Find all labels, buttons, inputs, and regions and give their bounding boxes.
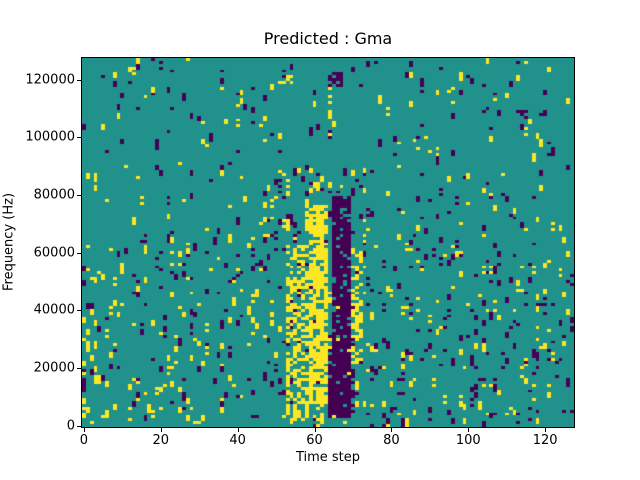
tick-mark — [160, 428, 162, 432]
tick-mark — [77, 367, 81, 369]
x-tick-label: 20 — [152, 433, 170, 448]
x-tick-label: 100 — [455, 433, 481, 448]
y-tick-label: 60000 — [33, 245, 75, 261]
y-tick-label: 100000 — [25, 129, 75, 145]
y-tick-label: 20000 — [33, 360, 75, 376]
tick-mark — [545, 428, 547, 432]
tick-mark — [77, 310, 81, 312]
heatmap-canvas — [82, 58, 574, 427]
x-tick-label: 0 — [79, 433, 89, 448]
plot-area — [81, 57, 575, 428]
x-axis-label: Time step — [295, 450, 361, 465]
chart-title: Predicted : Gma — [263, 29, 393, 48]
tick-mark — [77, 252, 81, 254]
x-tick-label: 40 — [229, 433, 246, 448]
tick-mark — [237, 428, 239, 432]
y-tick-label: 80000 — [33, 187, 75, 203]
x-tick-label: 60 — [306, 433, 323, 448]
tick-mark — [468, 428, 470, 432]
tick-mark — [83, 428, 85, 432]
tick-mark — [77, 425, 81, 427]
x-tick-label: 120 — [532, 433, 558, 448]
tick-mark — [77, 194, 81, 196]
tick-mark — [77, 137, 81, 139]
x-tick-label: 80 — [383, 433, 400, 448]
tick-mark — [77, 79, 81, 81]
y-tick-label: 0 — [66, 418, 75, 434]
y-axis-label: Frequency (Hz) — [1, 192, 17, 292]
tick-mark — [391, 428, 393, 432]
tick-mark — [314, 428, 316, 432]
y-tick-label: 120000 — [25, 72, 75, 88]
y-tick-label: 40000 — [33, 302, 75, 318]
